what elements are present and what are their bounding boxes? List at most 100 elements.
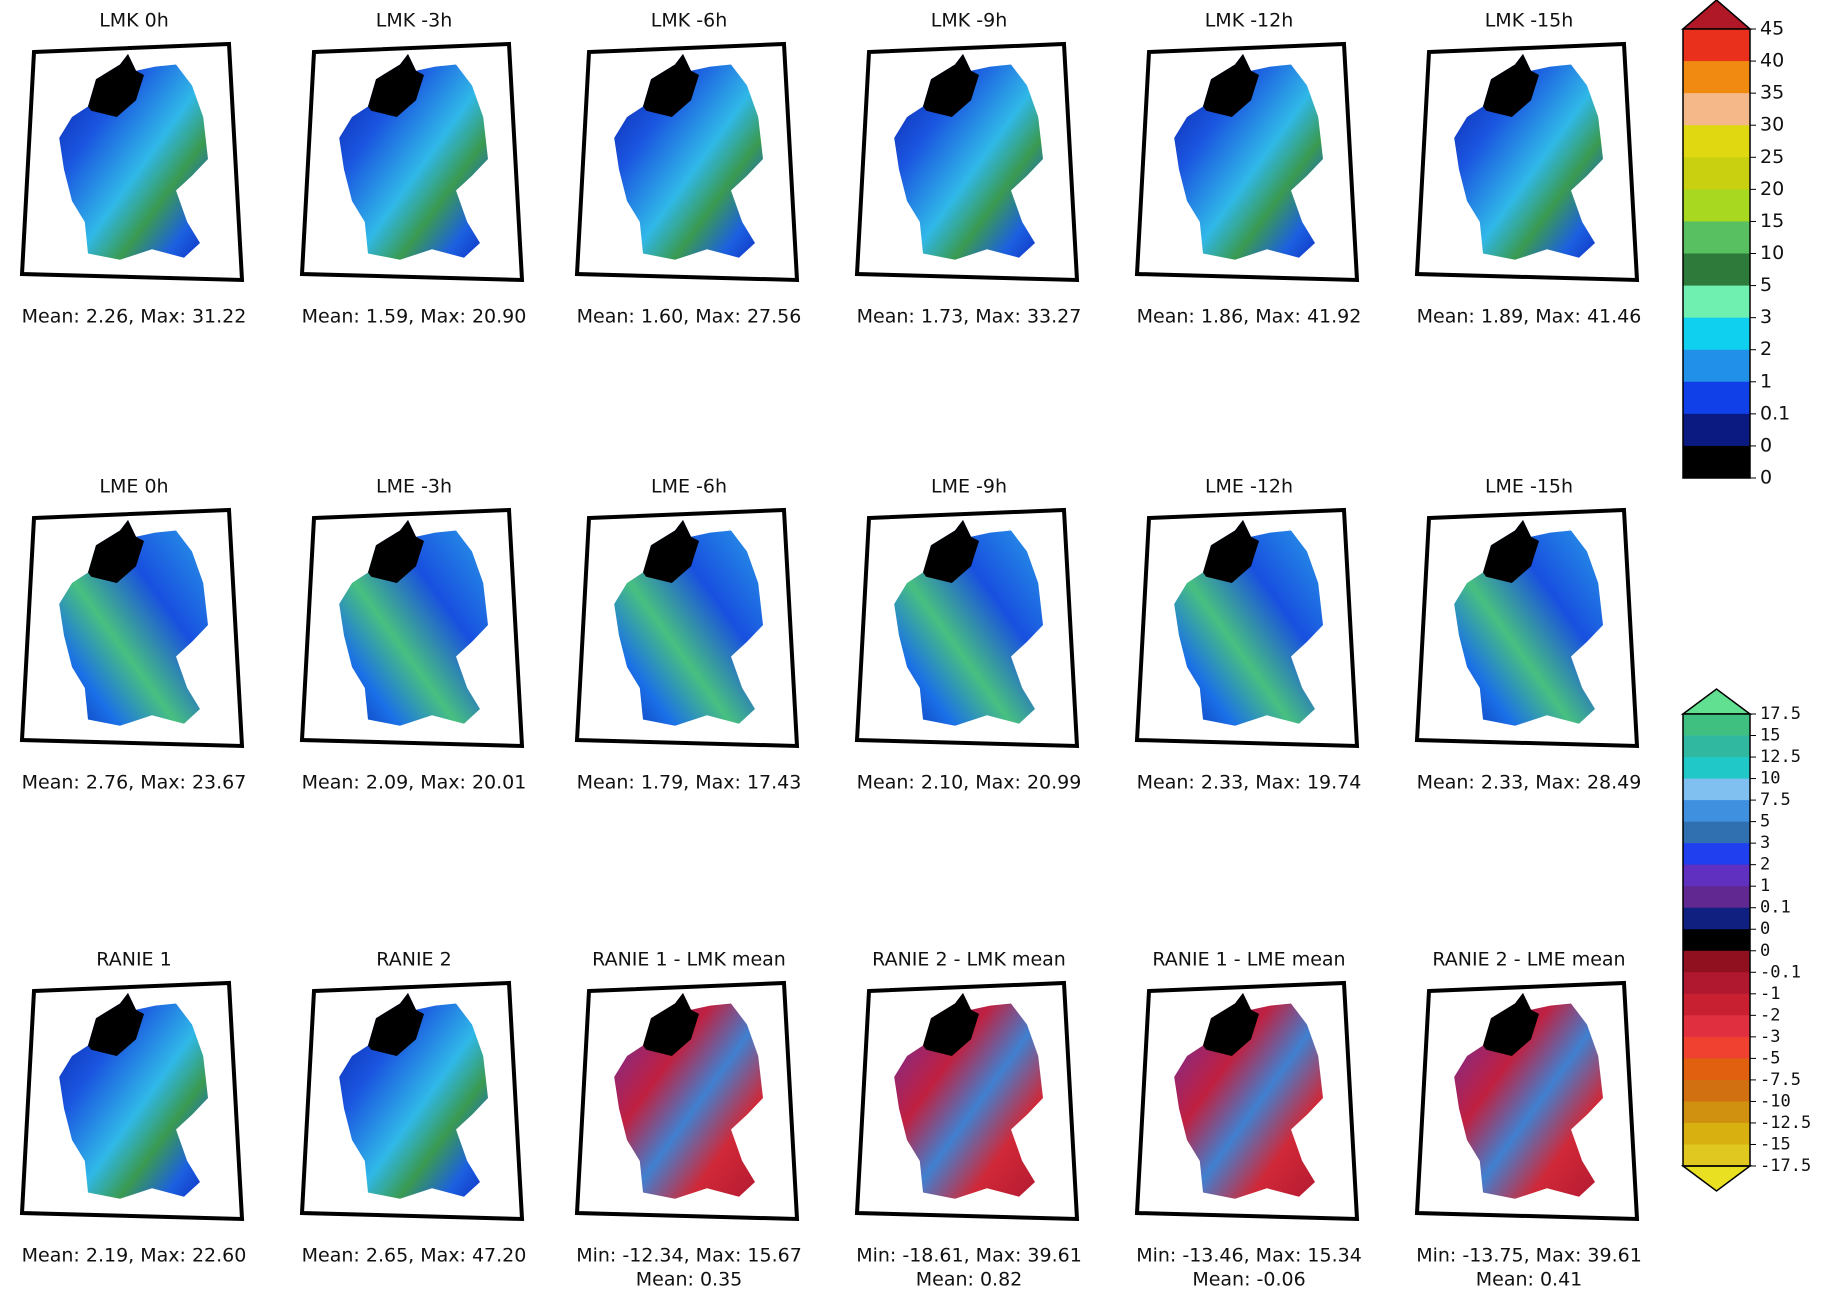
panel-stats: Mean: 1.86, Max: 41.92 (1137, 306, 1362, 328)
colorbar-label: 5 (1760, 812, 1770, 832)
colorbar-label: -7.5 (1760, 1070, 1801, 1090)
panel-stats: Mean: 2.33, Max: 28.49 (1417, 772, 1642, 794)
colorbar-segment (1683, 951, 1750, 973)
colorbar-segment (1683, 994, 1750, 1016)
colorbar-label: -12.5 (1760, 1113, 1811, 1133)
panel-title: LME 0h (99, 476, 168, 498)
colorbar-segment (1683, 446, 1750, 479)
colorbar-label: -10 (1760, 1091, 1791, 1111)
map-panel: RANIE 1 - LME mean Min: -13.46, Max: 15.3… (1136, 949, 1362, 1291)
colorbar-label: 0 (1760, 941, 1770, 961)
colorbar-label: 17.5 (1760, 704, 1801, 724)
colorbar-segment (1683, 736, 1750, 758)
colorbar-segment (1683, 822, 1750, 844)
colorbar-label: 45 (1760, 18, 1784, 40)
colorbar: 17.51512.5107.553210.100-0.1-1-2-3-5-7.5… (1683, 689, 1811, 1191)
panel-stats: Min: -18.61, Max: 39.61 (856, 1245, 1082, 1267)
colorbar-label: 30 (1760, 114, 1784, 136)
map-panel: LME 0h Mean: 2.76, Max: 23.67 (22, 476, 247, 794)
colorbar-label: 0 (1760, 434, 1772, 456)
colorbar-label: -1 (1760, 984, 1780, 1004)
colorbar-over (1683, 689, 1750, 714)
colorbar-segment (1683, 189, 1750, 222)
colorbar-label: -15 (1760, 1134, 1791, 1154)
panel-title: LME -6h (651, 476, 727, 498)
colorbar-label: 25 (1760, 146, 1784, 168)
panel-title: RANIE 2 - LMK mean (872, 949, 1066, 971)
colorbar-segment (1683, 1058, 1750, 1080)
map-panel: LMK 0hMean: 2.26, Max: 31.22 (22, 10, 247, 328)
map-panel: LME -6h Mean: 1.79, Max: 17.43 (577, 476, 802, 794)
panel-title: LME -12h (1205, 476, 1293, 498)
colorbar-label: -17.5 (1760, 1156, 1811, 1176)
panel-stats: Mean: 0.35 (636, 1269, 743, 1291)
colorbar-segment (1683, 886, 1750, 908)
colorbar-label: 3 (1760, 306, 1772, 328)
panel-title: RANIE 1 - LME mean (1152, 949, 1345, 971)
panel-stats: Mean: 2.19, Max: 22.60 (22, 1245, 247, 1267)
colorbar-segment (1683, 865, 1750, 887)
panel-stats: Min: -13.46, Max: 15.34 (1136, 1245, 1362, 1267)
panel-stats: Mean: 2.26, Max: 31.22 (22, 306, 247, 328)
colorbar-segment (1683, 125, 1750, 158)
panel-stats: Mean: 2.76, Max: 23.67 (22, 772, 247, 794)
colorbar-label: 0 (1760, 919, 1770, 939)
panel-title: LME -15h (1485, 476, 1573, 498)
map-panel: RANIE 2 - LMK mean Min: -18.61, Max: 39.6… (856, 949, 1082, 1291)
panel-stats: Mean: 1.79, Max: 17.43 (577, 772, 802, 794)
map-panel: LME -15h Mean: 2.33, Max: 28.49 (1417, 476, 1642, 794)
colorbar-segment (1683, 757, 1750, 779)
colorbar-segment (1683, 286, 1750, 319)
panel-stats: Min: -13.75, Max: 39.61 (1416, 1245, 1642, 1267)
panel-title: RANIE 2 - LME mean (1432, 949, 1625, 971)
colorbar-segment (1683, 779, 1750, 801)
panel-title: RANIE 1 (96, 949, 171, 971)
colorbar-label: -3 (1760, 1027, 1780, 1047)
colorbar-segment (1683, 908, 1750, 930)
colorbar-label: 40 (1760, 50, 1784, 72)
panel-title: LME -9h (931, 476, 1007, 498)
panel-stats: Mean: 2.65, Max: 47.20 (302, 1245, 527, 1267)
panel-stats: Mean: 2.10, Max: 20.99 (857, 772, 1082, 794)
colorbar-segment (1683, 800, 1750, 822)
colorbar-label: 1 (1760, 370, 1772, 392)
map-panel: LME -12h Mean: 2.33, Max: 19.74 (1137, 476, 1362, 794)
colorbar-label: 1 (1760, 876, 1770, 896)
colorbar-segment (1683, 1015, 1750, 1037)
map-panel: RANIE 1 Mean: 2.19, Max: 22.60 (22, 949, 247, 1267)
colorbar-label: 10 (1760, 242, 1784, 264)
colorbar-segment (1683, 1037, 1750, 1059)
colorbar-segment (1683, 157, 1750, 190)
colorbar-segment (1683, 972, 1750, 994)
panel-stats: Mean: 2.09, Max: 20.01 (302, 772, 527, 794)
panel-title: LME -3h (376, 476, 452, 498)
colorbar-under (1683, 1166, 1750, 1191)
colorbar-label: 15 (1760, 726, 1780, 746)
colorbar-label: -0.1 (1760, 962, 1801, 982)
colorbar-label: 35 (1760, 82, 1784, 104)
colorbar-segment (1683, 1123, 1750, 1145)
colorbar-segment (1683, 1080, 1750, 1102)
panel-title: LMK -6h (651, 10, 727, 32)
panel-stats: Mean: 1.73, Max: 33.27 (857, 306, 1082, 328)
panel-title: LMK -9h (931, 10, 1007, 32)
colorbar-label: 0 (1760, 467, 1772, 489)
colorbar-label: 0.1 (1760, 898, 1791, 918)
colorbar-segment (1683, 382, 1750, 415)
panel-stats: Mean: 1.89, Max: 41.46 (1417, 306, 1642, 328)
colorbar-segment (1683, 254, 1750, 287)
colorbar: 454035302520151053210.100 (1683, 0, 1790, 489)
colorbar-segment (1683, 929, 1750, 951)
colorbar-segment (1683, 714, 1750, 736)
colorbar-label: 5 (1760, 274, 1772, 296)
map-panel: RANIE 1 - LMK meanMin: -12.34, Max: 15.6… (576, 949, 802, 1291)
colorbar-segment (1683, 1144, 1750, 1166)
colorbar-label: -5 (1760, 1048, 1780, 1068)
panel-stats: Mean: 2.33, Max: 19.74 (1137, 772, 1362, 794)
panel-stats: Mean: -0.06 (1192, 1269, 1305, 1291)
colorbar-segment (1683, 1101, 1750, 1123)
colorbar-segment (1683, 221, 1750, 254)
